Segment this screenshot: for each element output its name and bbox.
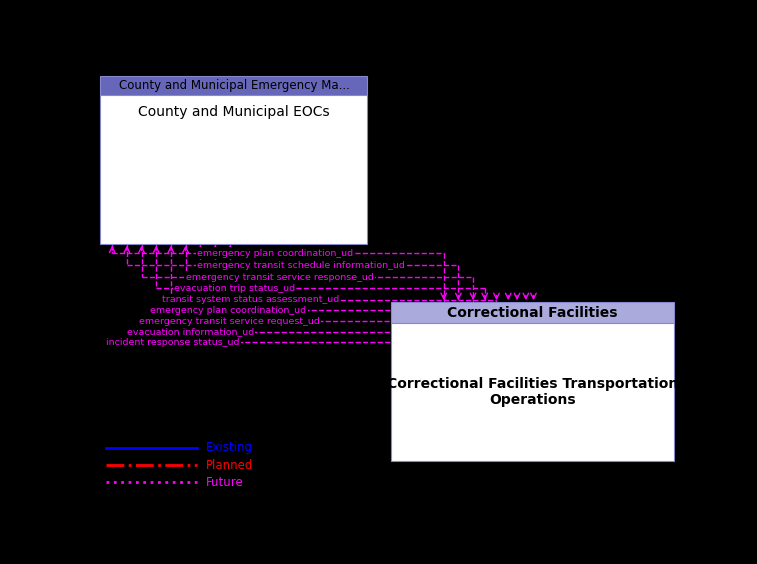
Text: emergency plan coordination_ud: emergency plan coordination_ud <box>198 249 354 258</box>
Bar <box>101 95 367 244</box>
Text: Future: Future <box>206 476 244 489</box>
Bar <box>101 76 367 95</box>
Text: County and Municipal EOCs: County and Municipal EOCs <box>138 105 330 120</box>
Text: evacuation trip status_ud: evacuation trip status_ud <box>174 284 295 293</box>
Text: Correctional Facilities: Correctional Facilities <box>447 306 618 320</box>
Text: incident response status_ud: incident response status_ud <box>106 338 240 347</box>
Text: County and Municipal Emergency Ma...: County and Municipal Emergency Ma... <box>119 79 350 92</box>
Text: Existing: Existing <box>206 441 253 454</box>
Text: emergency transit service request_ud: emergency transit service request_ud <box>139 317 319 326</box>
Text: evacuation information_ud: evacuation information_ud <box>127 327 254 336</box>
Bar <box>391 323 674 461</box>
Text: emergency plan coordination_ud: emergency plan coordination_ud <box>151 306 307 315</box>
Text: emergency transit service response_ud: emergency transit service response_ud <box>185 272 373 281</box>
Text: emergency transit schedule information_ud: emergency transit schedule information_u… <box>198 261 405 270</box>
Text: transit system status assessment_ud: transit system status assessment_ud <box>162 295 339 304</box>
Bar <box>391 302 674 323</box>
Text: Correctional Facilities Transportation
Operations: Correctional Facilities Transportation O… <box>387 377 678 407</box>
Text: Planned: Planned <box>206 459 254 472</box>
